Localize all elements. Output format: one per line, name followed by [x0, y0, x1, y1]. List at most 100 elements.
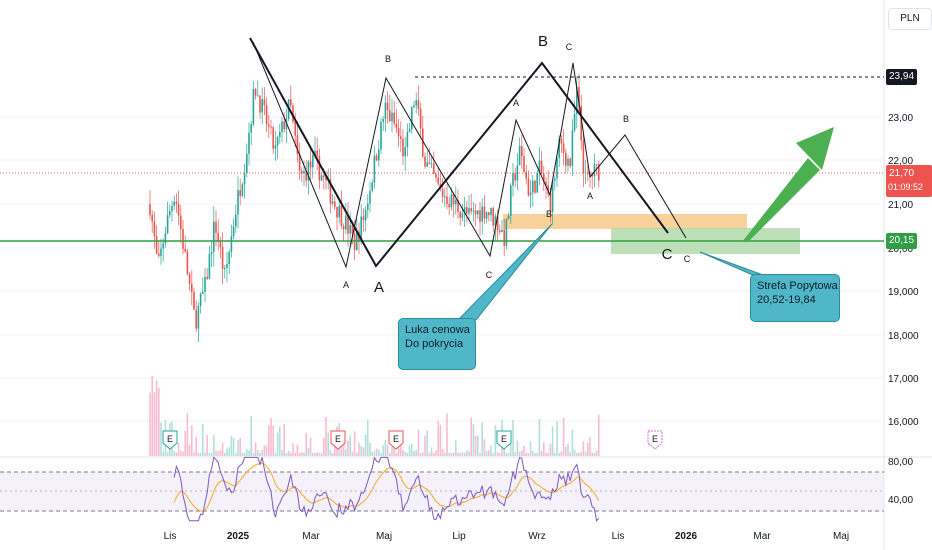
candle-body	[270, 126, 272, 128]
volume-bar	[430, 447, 433, 456]
candle-body	[373, 155, 376, 183]
candle-body	[554, 178, 556, 181]
volume-bar	[153, 392, 156, 456]
candle-body	[505, 219, 508, 246]
earnings-event-4[interactable]: E	[496, 430, 512, 450]
candle-body	[543, 173, 545, 183]
volume-bar	[411, 443, 413, 456]
volume-bar	[356, 452, 358, 456]
x-tick: Maj	[376, 531, 392, 542]
candle-body	[182, 228, 184, 249]
minor-wave-lines[interactable]	[252, 41, 687, 269]
volume-bar	[151, 375, 153, 456]
candle-body	[571, 130, 574, 167]
volume-bar	[459, 452, 461, 456]
volume-bar	[349, 435, 351, 456]
volume-bar	[580, 452, 582, 456]
support-price-tag: 20,15	[886, 233, 918, 249]
candle-body	[446, 196, 448, 205]
wave-label: A	[374, 279, 384, 296]
x-tick: Lis	[164, 531, 177, 542]
currency-selector[interactable]: PLN	[888, 8, 932, 30]
major-wave-lines[interactable]	[249, 37, 669, 268]
volume-bar	[367, 419, 369, 456]
volume-bar	[538, 419, 541, 456]
bullish-arrow[interactable]	[742, 127, 834, 242]
volume-bar	[331, 452, 334, 456]
volume-bar	[283, 423, 285, 456]
gap-callout[interactable]: Luka cenowa Do pokrycia	[398, 318, 476, 370]
earnings-event-1[interactable]: E	[162, 430, 178, 450]
candle-body	[538, 160, 541, 173]
candle-body	[422, 128, 424, 157]
volume-bar	[270, 417, 272, 456]
demand-callout[interactable]: Strefa Popytowa 20,52-19,84	[750, 274, 840, 322]
candle-body	[448, 204, 450, 208]
volume-bar	[415, 449, 417, 456]
volume-bar	[261, 449, 263, 456]
candle-body	[466, 207, 468, 214]
candle-body	[250, 124, 252, 133]
candle-body	[202, 291, 204, 294]
volume-bar	[325, 417, 327, 456]
x-tick: Mar	[753, 531, 771, 542]
volume-bar	[309, 437, 312, 456]
candle-body	[243, 173, 246, 185]
candle-body	[428, 162, 431, 164]
volume-bar	[305, 433, 307, 456]
volume-bar	[424, 435, 426, 456]
candle-body	[195, 309, 197, 329]
price-axis[interactable]: 23,00 22,00 21,00 20,00 19,000 18,000 17…	[888, 113, 919, 506]
volume-bar	[329, 449, 332, 456]
volume-bar	[481, 422, 483, 456]
wave-label: B	[538, 33, 548, 50]
earnings-events[interactable]: E E E E E	[162, 430, 663, 450]
volume-bar	[375, 448, 378, 456]
candle-body	[523, 156, 525, 173]
volume-bar	[565, 446, 567, 456]
earnings-event-3[interactable]: E	[388, 430, 404, 450]
rsi-line	[173, 456, 600, 522]
candle-body	[411, 107, 413, 130]
candle-body	[455, 200, 457, 205]
volume-bar	[490, 445, 492, 456]
x-tick: Lis	[612, 531, 625, 542]
candle-body	[578, 86, 580, 106]
candle-body	[419, 108, 422, 129]
candle-body	[386, 102, 389, 111]
candle-body	[158, 253, 160, 256]
candle-body	[338, 205, 340, 218]
rsi-ma-line	[173, 462, 600, 512]
volume-bar	[290, 452, 292, 456]
volume-bar	[155, 380, 158, 456]
candle-body	[569, 158, 571, 167]
volume-bar	[158, 387, 160, 456]
volume-bar	[327, 432, 329, 456]
volume-bar	[364, 434, 367, 456]
volume-bar	[573, 449, 576, 456]
volume-bar	[426, 430, 428, 456]
candle-body	[312, 155, 314, 168]
gap-zone[interactable]	[503, 214, 747, 229]
wave-labels: A B A C A B B C A B C C	[343, 33, 691, 296]
candle-body	[204, 276, 206, 292]
x-tick: Maj	[833, 531, 849, 542]
volume-bar	[413, 450, 415, 456]
volume-bar	[314, 452, 316, 456]
candle-body	[395, 123, 398, 129]
candle-body	[353, 233, 356, 250]
volume-bar	[472, 424, 475, 456]
earnings-event-2[interactable]: E	[330, 430, 346, 450]
earnings-event-5[interactable]: E	[647, 430, 663, 450]
volume-bar	[455, 440, 457, 456]
candle-body	[175, 201, 178, 204]
candle-body	[430, 163, 433, 165]
candle-body	[435, 173, 437, 178]
bar-countdown: 01:09:52	[888, 182, 924, 192]
time-axis[interactable]: Lis 2025 Mar Maj Lip Wrz Lis 2026 Mar Ma…	[164, 531, 849, 542]
candle-body	[340, 205, 343, 227]
volume-bar	[556, 421, 558, 456]
volume-bar	[243, 452, 246, 456]
volume-bar	[507, 452, 510, 456]
